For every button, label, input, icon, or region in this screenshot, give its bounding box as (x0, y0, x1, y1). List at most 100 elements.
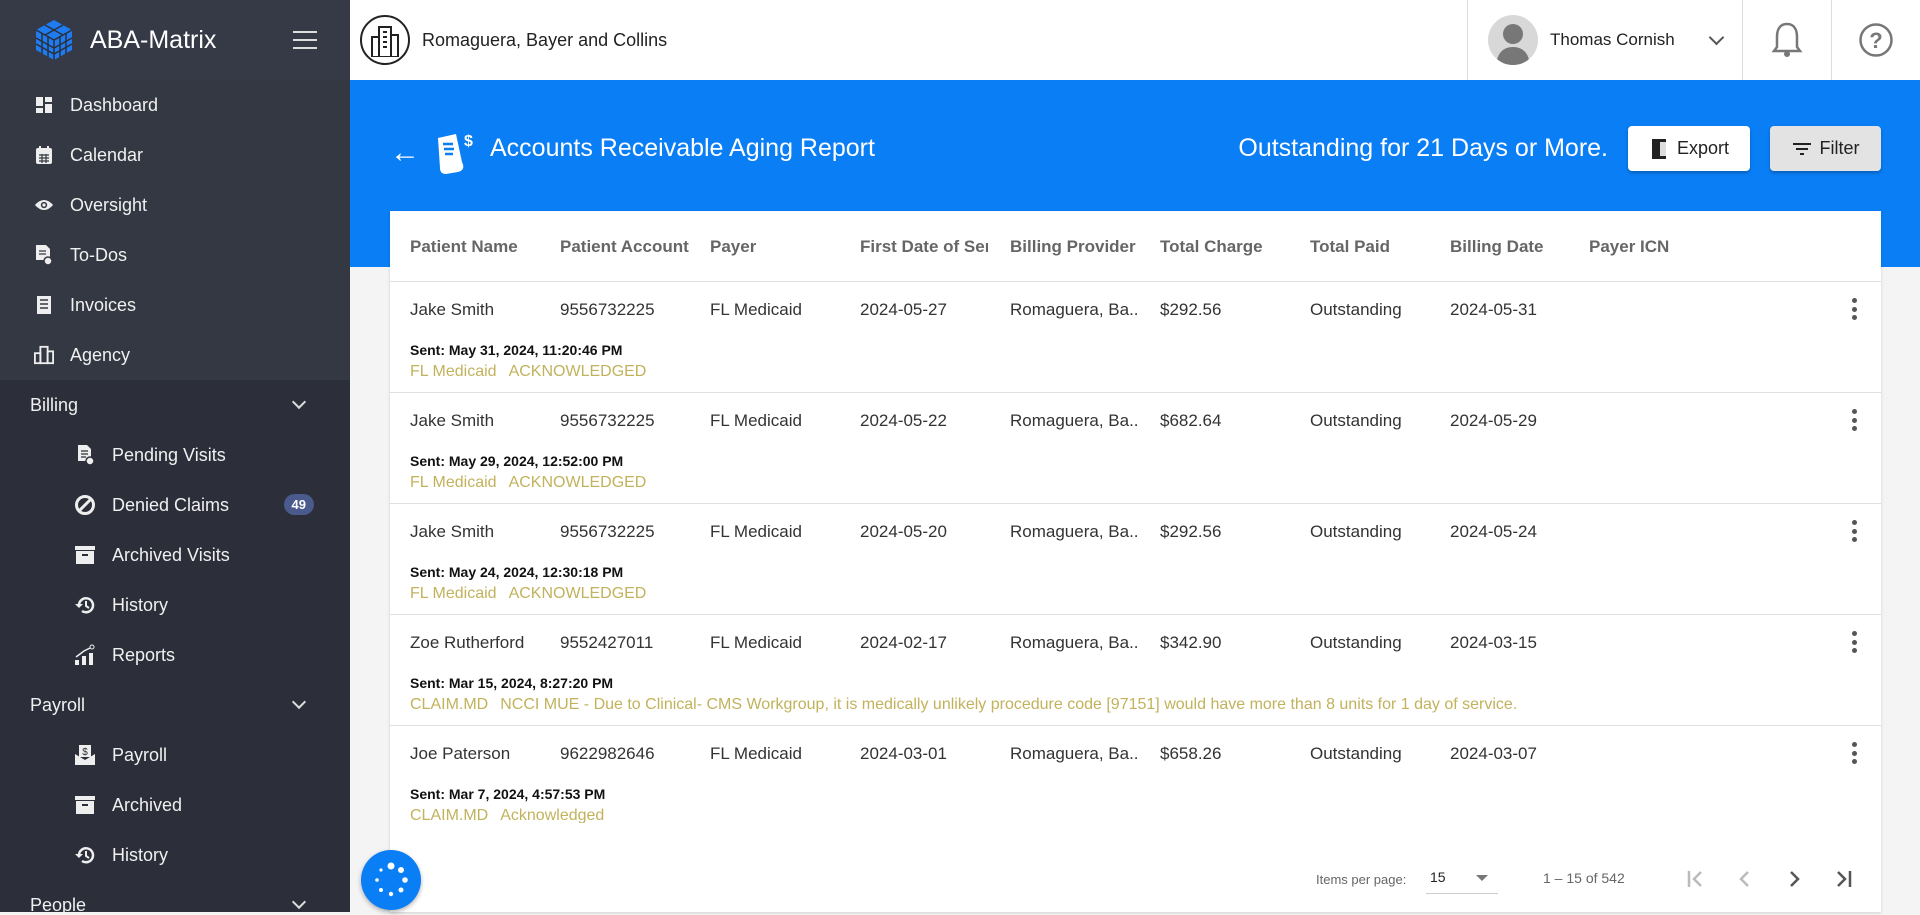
sidebar-item-payroll-payroll[interactable]: $ Payroll (0, 730, 350, 780)
user-menu[interactable]: Thomas Cornish (1467, 0, 1742, 80)
chevron-right-icon (1790, 871, 1800, 887)
brand-bar: ABA-Matrix (0, 0, 350, 80)
cell-total-charge: $342.90 (1160, 633, 1222, 652)
status-message: ACKNOWLEDGED (508, 474, 647, 491)
cell-billing-provider-name: Romaguera, Ba... (1010, 633, 1138, 652)
section-label: Billing (30, 394, 79, 415)
column-header-payer-icn[interactable]: Payer ICN (1589, 237, 1670, 256)
block-icon (74, 494, 96, 516)
nav-label: History (112, 844, 169, 865)
hamburger-menu-icon[interactable] (293, 31, 317, 49)
column-header-billing-provider-name[interactable]: Billing Provider Name (1010, 237, 1138, 256)
nav-label: Denied Claims (112, 494, 230, 515)
cell-patient-account: 9622982646 (560, 744, 655, 763)
next-page-button[interactable] (1776, 861, 1812, 897)
cell-patient-account: 9556732225 (560, 522, 655, 541)
more-options-icon[interactable] (1851, 631, 1857, 653)
todo-icon (34, 245, 54, 266)
nav-label: To-Dos (70, 244, 128, 265)
export-button[interactable]: Export (1628, 126, 1750, 171)
pending-doc-icon (74, 444, 96, 466)
table-row[interactable]: Jake Smith 9556732225 FL Medicaid 2024-05-2… (390, 282, 1881, 393)
notifications-button[interactable] (1742, 0, 1831, 80)
section-payroll[interactable]: Payroll (0, 680, 350, 730)
cell-first-date-of-service: 2024-02-17 (860, 633, 947, 652)
filter-icon (1792, 142, 1811, 155)
status-source: CLAIM.MD (410, 807, 489, 823)
claim-status: FL Medicaid ACKNOWLEDGED (410, 585, 646, 603)
receipt-dollar-icon: $ (438, 133, 473, 174)
help-button[interactable]: ? (1831, 0, 1920, 80)
table-row[interactable]: Jake Smith 9556732225 FL Medicaid 2024-05-2… (390, 504, 1881, 615)
company-name: Romaguera, Bayer and Collins (422, 29, 668, 50)
cell-patient-account: 9552427011 (560, 633, 654, 652)
column-header-billing-date[interactable]: Billing Date (1450, 237, 1544, 256)
table-row[interactable]: Zoe Rutherford 9552427011 FL Medicaid 2024-… (390, 615, 1881, 726)
sidebar-item-oversight[interactable]: Oversight (0, 180, 350, 230)
section-billing[interactable]: Billing (0, 380, 350, 430)
bell-icon (1771, 22, 1803, 57)
sidebar-item-billing-pending-visits[interactable]: Pending Visits (0, 430, 350, 480)
first-page-button[interactable] (1678, 861, 1714, 897)
sidebar-item-to-dos[interactable]: To-Dos (0, 230, 350, 280)
table-row[interactable]: Joe Paterson 9622982646 FL Medicaid 2024-03… (390, 726, 1881, 823)
cell-total-charge: $682.64 (1160, 411, 1222, 430)
company-logo-icon (360, 15, 410, 65)
section-people[interactable]: People (0, 880, 350, 912)
more-options-icon[interactable] (1851, 520, 1857, 542)
nav-label: Calendar (70, 144, 144, 165)
sidebar-item-billing-denied-claims[interactable]: Denied Claims 49 (0, 480, 350, 530)
more-options-icon[interactable] (1851, 298, 1857, 320)
column-header-patient-name[interactable]: Patient Name (410, 237, 518, 256)
cell-total-charge: $658.26 (1160, 744, 1222, 763)
back-arrow-icon[interactable]: ← (390, 136, 420, 169)
svg-text:$: $ (82, 747, 88, 758)
column-header-payer[interactable]: Payer (710, 237, 757, 256)
cell-patient-name: Jake Smith (410, 522, 495, 541)
archive-icon (74, 544, 96, 566)
more-options-icon[interactable] (1851, 742, 1857, 764)
cell-total-paid: Outstanding (1310, 633, 1402, 652)
sidebar-item-calendar[interactable]: Calendar (0, 130, 350, 180)
sidebar-item-billing-history[interactable]: History (0, 580, 350, 630)
invoice-icon (34, 295, 54, 315)
column-header-patient-account[interactable]: Patient Account (560, 237, 689, 256)
sidebar-item-payroll-archived[interactable]: Archived (0, 780, 350, 830)
cell-first-date-of-service: 2024-05-27 (860, 300, 947, 319)
sidebar-item-billing-reports[interactable]: Reports (0, 630, 350, 680)
sidebar-item-billing-archived-visits[interactable]: Archived Visits (0, 530, 350, 580)
table-header: Patient Name Patient Account Payer First Da… (390, 211, 1881, 282)
column-header-total-paid[interactable]: Total Paid (1310, 237, 1390, 256)
sidebar-item-payroll-history[interactable]: History (0, 830, 350, 880)
archive-icon (74, 794, 96, 816)
cell-total-paid: Outstanding (1310, 744, 1402, 763)
last-page-button[interactable] (1825, 861, 1861, 897)
sent-timestamp: Sent: May 29, 2024, 12:52:00 PM (410, 453, 624, 469)
column-header-total-charge[interactable]: Total Charge (1160, 237, 1263, 256)
table-row[interactable]: Jake Smith 9556732225 FL Medicaid 2024-05-2… (390, 393, 1881, 504)
filter-button[interactable]: Filter (1770, 126, 1881, 171)
dropdown-arrow-icon (1476, 875, 1488, 881)
help-icon: ? (1859, 23, 1893, 57)
report-subtitle: Outstanding for 21 Days or More. (1238, 134, 1608, 162)
sidebar-item-invoices[interactable]: Invoices (0, 280, 350, 330)
cell-billing-provider-name: Romaguera, Ba... (1010, 522, 1138, 541)
sidebar-item-dashboard[interactable]: Dashboard (0, 80, 350, 130)
sidebar-item-agency[interactable]: Agency (0, 330, 350, 380)
status-message: NCCI MUE - Due to Clinical- CMS Workgrou… (500, 696, 1518, 713)
history-icon (74, 594, 96, 616)
nav-label: Reports (112, 644, 176, 665)
column-header-first-date-of-service[interactable]: First Date of Service (860, 237, 988, 256)
cell-billing-provider-name: Romaguera, Ba... (1010, 411, 1138, 430)
table-body[interactable]: Jake Smith 9556732225 FL Medicaid 2024-05-2… (390, 282, 1881, 823)
items-per-page-select[interactable]: 15 (1426, 869, 1498, 894)
items-per-page-value: 15 (1430, 869, 1446, 885)
previous-page-button[interactable] (1727, 861, 1763, 897)
more-options-icon[interactable] (1851, 409, 1857, 431)
cell-total-paid: Outstanding (1310, 522, 1402, 541)
chevron-down-icon (291, 394, 307, 410)
chevron-down-icon (291, 694, 307, 710)
nav-label: Pending Visits (112, 444, 226, 465)
loading-fab-button[interactable] (361, 850, 421, 910)
eye-icon (34, 195, 54, 215)
